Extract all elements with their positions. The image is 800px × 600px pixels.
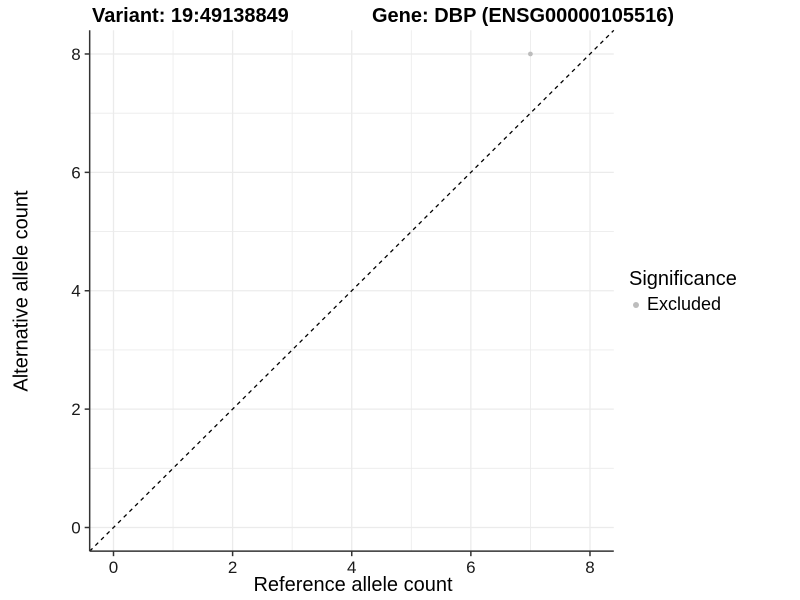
variant-title: Variant: 19:49138849 bbox=[92, 5, 289, 27]
x-tick-label: 6 bbox=[466, 558, 475, 577]
y-tick-label: 0 bbox=[71, 519, 80, 538]
y-tick-label: 2 bbox=[71, 400, 80, 419]
legend-key-dot-icon bbox=[633, 301, 639, 308]
x-tick-label: 0 bbox=[109, 558, 118, 577]
x-axis-title: Reference allele count bbox=[253, 574, 453, 596]
x-tick-label: 2 bbox=[228, 558, 237, 577]
data-point bbox=[528, 51, 533, 57]
y-tick-label: 4 bbox=[71, 282, 80, 301]
x-tick-label: 4 bbox=[347, 558, 356, 577]
legend-title: Significance bbox=[629, 268, 737, 290]
y-axis-title: Alternative allele count bbox=[10, 190, 33, 392]
y-tick-label: 8 bbox=[71, 45, 80, 64]
legend-item-label: Excluded bbox=[647, 294, 722, 314]
x-tick-label: 8 bbox=[585, 558, 594, 577]
legend-item-excluded: Excluded bbox=[629, 294, 737, 315]
identity-dashed-line bbox=[89, 29, 615, 552]
legend: Significance Excluded bbox=[629, 268, 737, 315]
gene-title: Gene: DBP (ENSG00000105516) bbox=[372, 5, 675, 27]
y-tick-label: 6 bbox=[71, 163, 80, 182]
